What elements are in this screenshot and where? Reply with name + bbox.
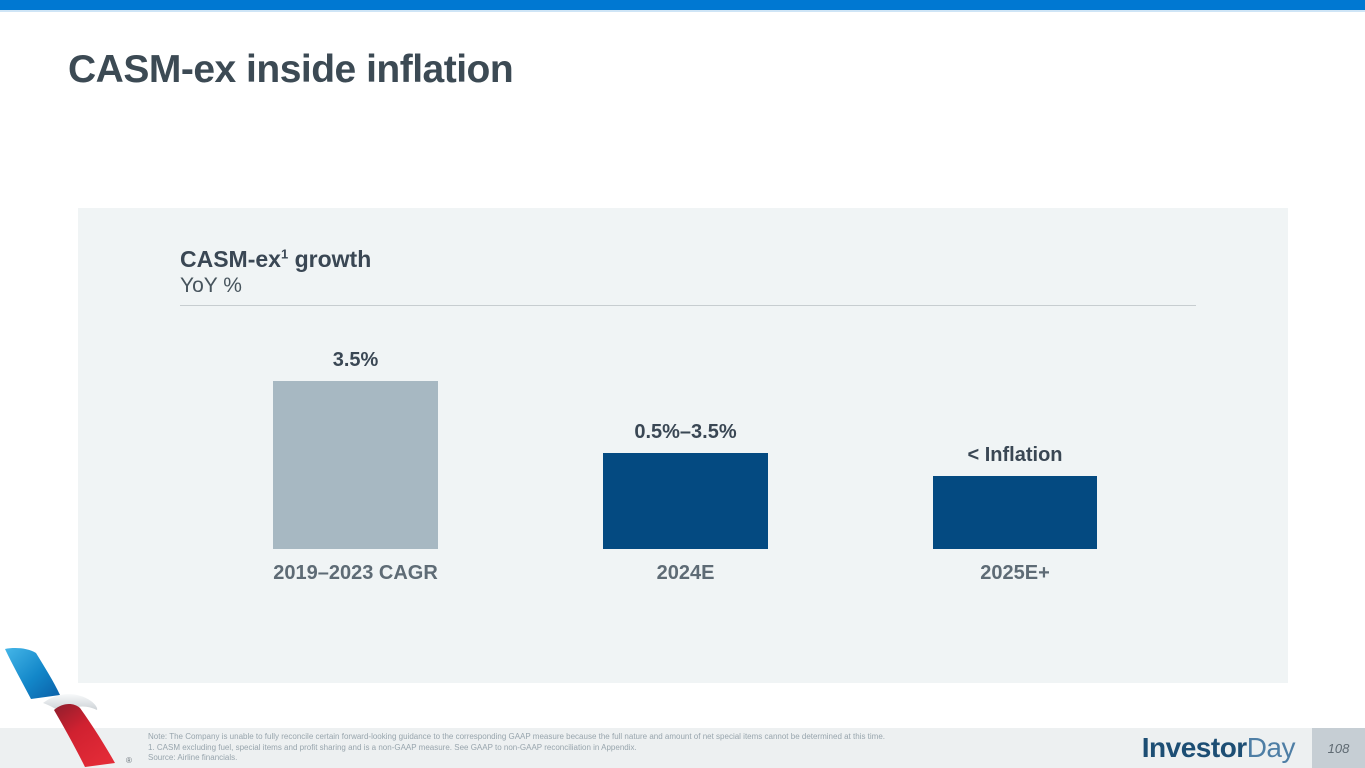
footnote-line: 1. CASM excluding fuel, special items an… [148,742,637,752]
footnote-line: Note: The Company is unable to fully rec… [148,732,886,741]
bar-category-label: 2019–2023 CAGR [273,562,438,584]
top-accent-bar [0,0,1365,12]
bar-value-label: 3.5% [332,349,379,371]
bar-group-2024e: 0.5%–3.5% 2024E [603,421,768,584]
chart-panel: CASM-ex1 growth YoY % 3.5% 2019–2023 CAG… [78,208,1288,683]
investor-day-wordmark: InvestorDay [1141,732,1296,764]
registered-trademark: ® [126,756,132,765]
chart-title-rest: growth [288,246,372,272]
bar-group-2025e-plus: < Inflation 2025E+ [933,444,1097,584]
logo-blue-wing [5,648,60,699]
bar-2024e [603,453,768,549]
bar-2025e-plus [933,476,1097,549]
american-airlines-flight-symbol-logo: ® [5,648,132,767]
chart-title-footnote-marker: 1 [280,246,289,262]
slide-title: CASM-ex inside inflation [68,48,514,91]
chart-title: CASM-ex1 growth [180,246,371,273]
bar-category-label: 2025E+ [980,562,1050,584]
footer-bar: Note: The Company is unable to fully rec… [0,728,1365,768]
page-number: 108 [1327,740,1350,756]
bar-category-label: 2024E [656,562,715,584]
chart-title-main: CASM-ex [180,246,281,272]
bar-value-label: < Inflation [967,444,1063,466]
chart-subtitle: YoY % [180,274,242,297]
bar-group-2019-2023-cagr: 3.5% 2019–2023 CAGR [273,349,438,584]
logo-red-wing [54,704,115,767]
divider-line [180,305,1196,306]
page-number-badge: 108 [1312,728,1365,768]
bar-value-label: 0.5%–3.5% [634,421,737,443]
footnote-line: Source: Airline financials. [148,753,238,762]
footnotes: Note: The Company is unable to fully rec… [148,732,885,764]
bar-2019-2023-cagr [273,381,438,549]
wordmark-day: Day [1246,732,1296,763]
wordmark-investor: Investor [1141,732,1247,763]
